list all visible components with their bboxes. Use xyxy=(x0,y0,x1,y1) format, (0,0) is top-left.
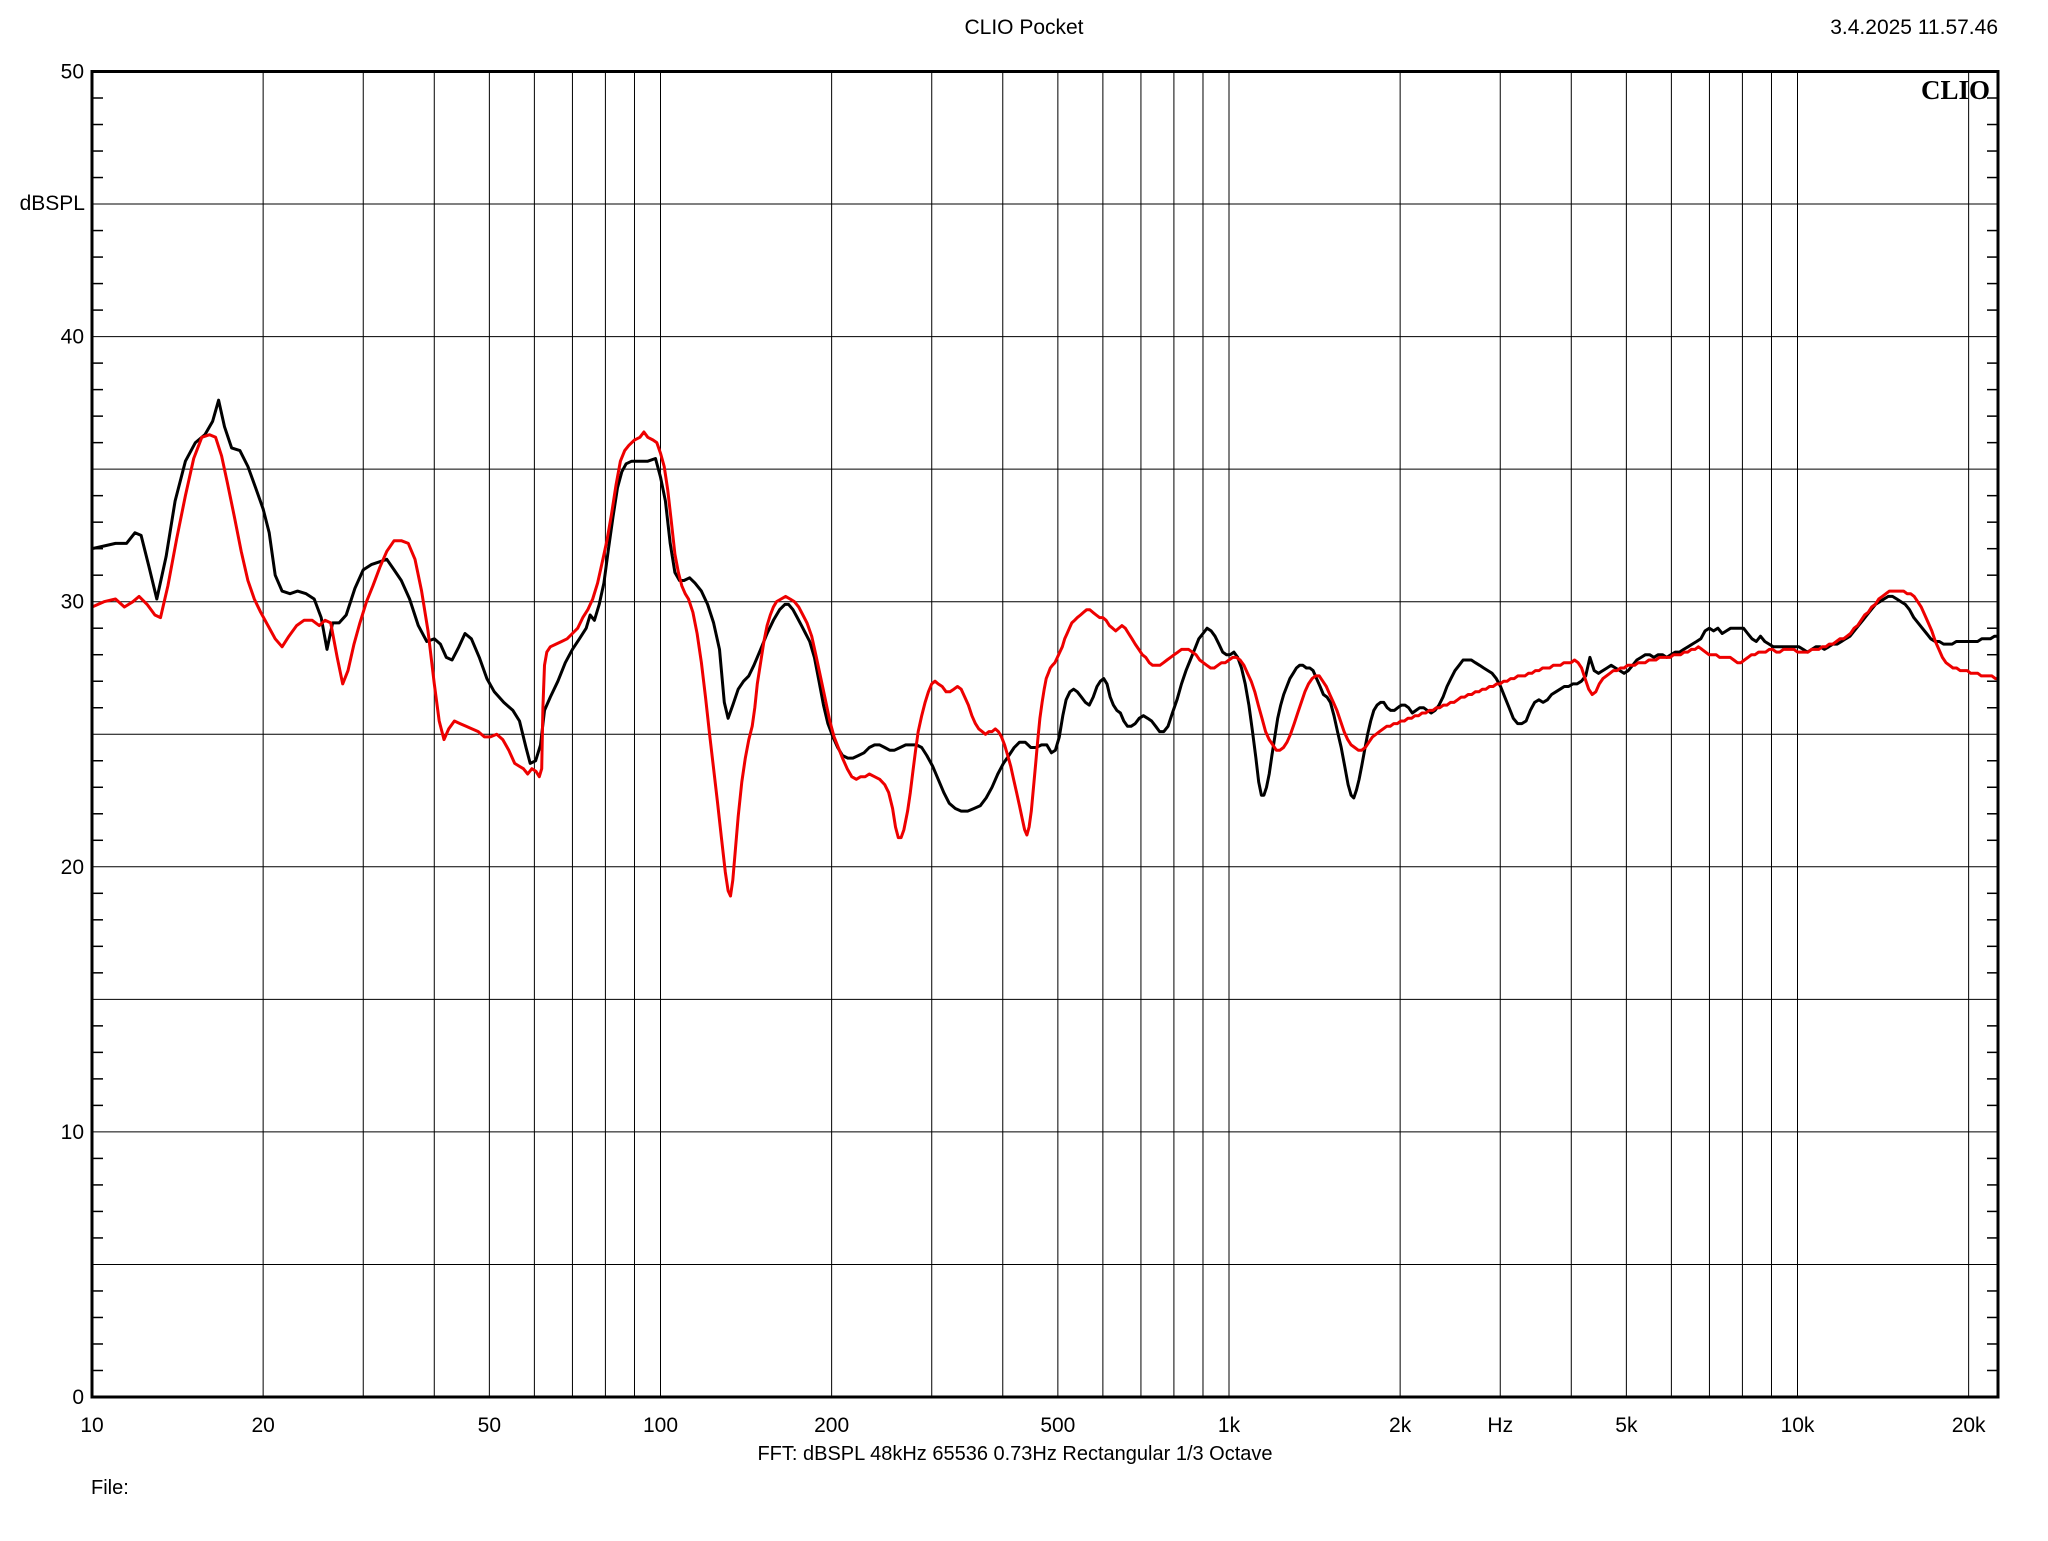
data-curves xyxy=(92,398,1998,898)
y-axis-title: dBSPL xyxy=(20,192,85,215)
x-axis-unit-label: Hz xyxy=(1487,1414,1513,1437)
y-tick-label: 0 xyxy=(72,1386,84,1409)
clio-logo: CLIO xyxy=(1921,75,1990,105)
x-tick-label: 2k xyxy=(1389,1414,1412,1437)
x-tick-label: 5k xyxy=(1615,1414,1638,1437)
timestamp: 3.4.2025 11.57.46 xyxy=(1830,16,1998,39)
x-tick-label: 500 xyxy=(1040,1414,1075,1437)
y-tick-label: 40 xyxy=(61,326,84,349)
page-title: CLIO Pocket xyxy=(964,16,1083,39)
y-tick-label: 20 xyxy=(61,856,84,879)
x-tick-label: 1k xyxy=(1218,1414,1241,1437)
x-tick-label: 100 xyxy=(643,1414,678,1437)
x-tick-label: 20 xyxy=(251,1414,274,1437)
grid-lines xyxy=(92,71,1998,1397)
fft-settings-text: FFT: dBSPL 48kHz 65536 0.73Hz Rectangula… xyxy=(757,1443,1272,1465)
y-tick-label: 50 xyxy=(61,61,84,84)
y-tick-label: 10 xyxy=(61,1121,84,1144)
curve-measurement-red xyxy=(92,430,1998,898)
y-tick-label: 30 xyxy=(61,591,84,614)
plot-border xyxy=(90,70,2000,1399)
x-tick-label: 10 xyxy=(80,1414,103,1437)
axis-ticks xyxy=(92,97,1998,1372)
curve-measurement-black xyxy=(92,398,1998,813)
x-tick-label: 20k xyxy=(1952,1414,1986,1437)
x-tick-label: 50 xyxy=(478,1414,501,1437)
file-label: File: xyxy=(91,1477,129,1499)
x-tick-label: 10k xyxy=(1781,1414,1815,1437)
x-tick-label: 200 xyxy=(814,1414,849,1437)
